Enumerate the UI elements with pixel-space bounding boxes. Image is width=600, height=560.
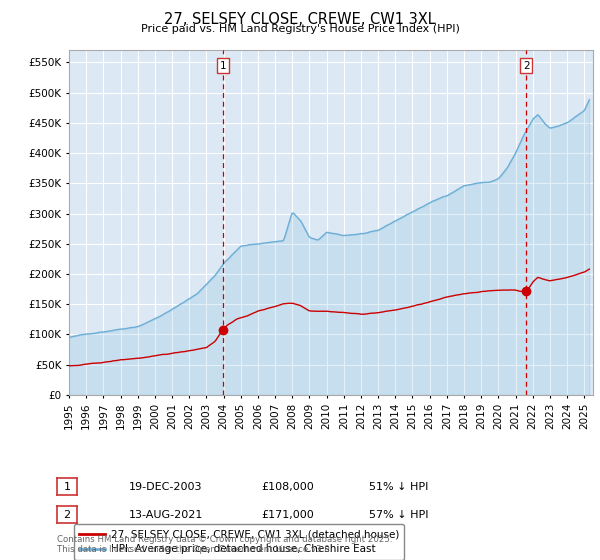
Legend: 27, SELSEY CLOSE, CREWE, CW1 3XL (detached house), HPI: Average price, detached : 27, SELSEY CLOSE, CREWE, CW1 3XL (detach…: [74, 524, 404, 559]
Text: 1: 1: [64, 482, 70, 492]
Text: Contains HM Land Registry data © Crown copyright and database right 2025.
This d: Contains HM Land Registry data © Crown c…: [57, 535, 392, 554]
Text: 2: 2: [523, 60, 529, 71]
Text: Price paid vs. HM Land Registry's House Price Index (HPI): Price paid vs. HM Land Registry's House …: [140, 24, 460, 34]
Text: 13-AUG-2021: 13-AUG-2021: [129, 510, 203, 520]
Text: £171,000: £171,000: [261, 510, 314, 520]
Text: 19-DEC-2003: 19-DEC-2003: [129, 482, 203, 492]
Text: 27, SELSEY CLOSE, CREWE, CW1 3XL: 27, SELSEY CLOSE, CREWE, CW1 3XL: [164, 12, 436, 27]
Text: 2: 2: [64, 510, 70, 520]
Text: £108,000: £108,000: [261, 482, 314, 492]
Text: 57% ↓ HPI: 57% ↓ HPI: [369, 510, 428, 520]
Text: 51% ↓ HPI: 51% ↓ HPI: [369, 482, 428, 492]
Text: 1: 1: [220, 60, 226, 71]
